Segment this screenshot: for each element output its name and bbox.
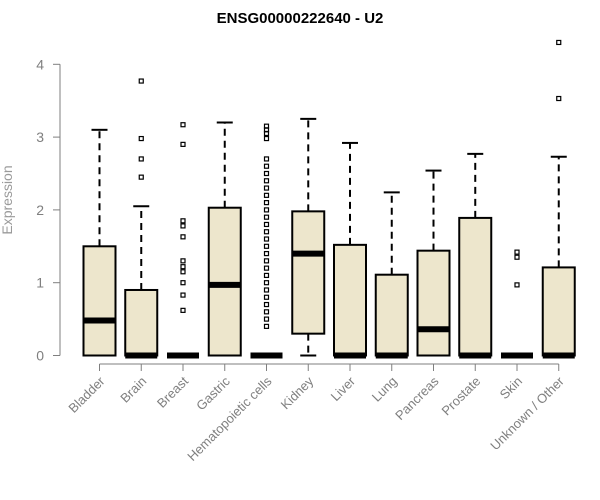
outlier-point — [180, 307, 186, 313]
y-tick-label: 2 — [36, 202, 44, 218]
outlier-point — [180, 269, 186, 275]
box-pancreas — [416, 169, 451, 357]
outlier-point — [138, 156, 144, 162]
y-axis: 0 1 2 3 4 — [36, 56, 61, 364]
box-skin — [501, 249, 533, 359]
chart-title: ENSG00000222640 - U2 — [217, 10, 384, 27]
outlier-point — [263, 250, 270, 257]
box-prostate — [458, 152, 493, 359]
outlier-point — [263, 309, 270, 315]
outlier-point — [263, 123, 270, 129]
outlier-point — [263, 280, 270, 286]
outlier-point — [263, 265, 270, 271]
box-body — [374, 273, 409, 357]
outlier-point — [138, 135, 144, 142]
outlier-point — [263, 156, 270, 162]
outlier-point — [180, 141, 186, 147]
outlier-point — [263, 135, 270, 142]
outlier-point — [263, 258, 270, 264]
x-tick-label: Lung — [369, 374, 400, 405]
outlier-point — [263, 301, 270, 308]
box-brain — [124, 78, 159, 359]
outlier-point — [263, 214, 270, 220]
x-tick-label: Skin — [497, 374, 525, 402]
box-body — [291, 210, 326, 335]
outlier-point — [180, 234, 186, 240]
box-kidney — [291, 117, 326, 357]
x-tick-label: Kidney — [278, 373, 317, 412]
x-tick-label: Brain — [117, 374, 149, 406]
outlier-point — [180, 218, 186, 224]
y-tick-label: 0 — [36, 348, 44, 364]
box-body — [207, 206, 242, 357]
outlier-point — [263, 221, 270, 228]
x-tick-label: Liver — [328, 373, 359, 404]
box-body — [82, 245, 117, 357]
box-body — [458, 216, 493, 357]
outlier-point — [263, 200, 270, 206]
outlier-point — [180, 264, 186, 270]
box-breast — [167, 122, 199, 359]
x-tick-label: Unknown / Other — [487, 373, 567, 453]
outlier-point — [263, 178, 270, 184]
outlier-point — [263, 323, 270, 329]
box-liver — [333, 141, 367, 359]
outlier-point — [263, 192, 270, 198]
outlier-point — [263, 163, 270, 169]
box-body — [541, 266, 576, 357]
outlier-point — [180, 122, 186, 128]
outlier-point — [180, 280, 186, 286]
x-tick-label: Breast — [154, 373, 191, 410]
outlier-point — [556, 39, 562, 46]
outlier-point — [514, 249, 520, 255]
x-tick-label: Prostate — [439, 374, 484, 419]
box-lung — [374, 191, 409, 359]
boxes-layer — [82, 39, 576, 359]
outlier-point — [263, 294, 270, 300]
box-body — [416, 249, 451, 357]
x-tick-label: Gastric — [193, 373, 233, 413]
outlier-point — [263, 243, 270, 249]
box-hematopoietic-cells — [250, 123, 283, 359]
y-axis-label: Expression — [0, 165, 15, 234]
outlier-point — [180, 292, 186, 298]
outlier-point — [263, 236, 270, 242]
box-gastric — [207, 121, 242, 357]
box-bladder — [82, 128, 117, 357]
outlier-point — [180, 258, 186, 264]
outlier-point — [514, 282, 520, 288]
outlier-point — [138, 78, 144, 84]
outlier-point — [263, 272, 270, 279]
box-unknown-other — [541, 39, 576, 359]
outlier-point — [263, 185, 270, 191]
outlier-point — [263, 287, 270, 293]
outlier-point — [556, 95, 562, 102]
outlier-point — [138, 174, 144, 180]
x-tick-label: Pancreas — [392, 373, 442, 423]
outlier-point — [180, 223, 186, 229]
box-body — [333, 243, 367, 357]
y-tick-label: 4 — [36, 56, 44, 72]
outlier-point — [263, 316, 270, 322]
outlier-point — [263, 170, 270, 177]
outlier-point — [263, 207, 270, 213]
outlier-point — [263, 229, 270, 235]
outlier-point — [514, 254, 520, 260]
y-tick-label: 1 — [36, 275, 44, 291]
box-body — [124, 288, 159, 357]
x-tick-label: Bladder — [65, 373, 108, 416]
y-tick-label: 3 — [36, 129, 44, 145]
